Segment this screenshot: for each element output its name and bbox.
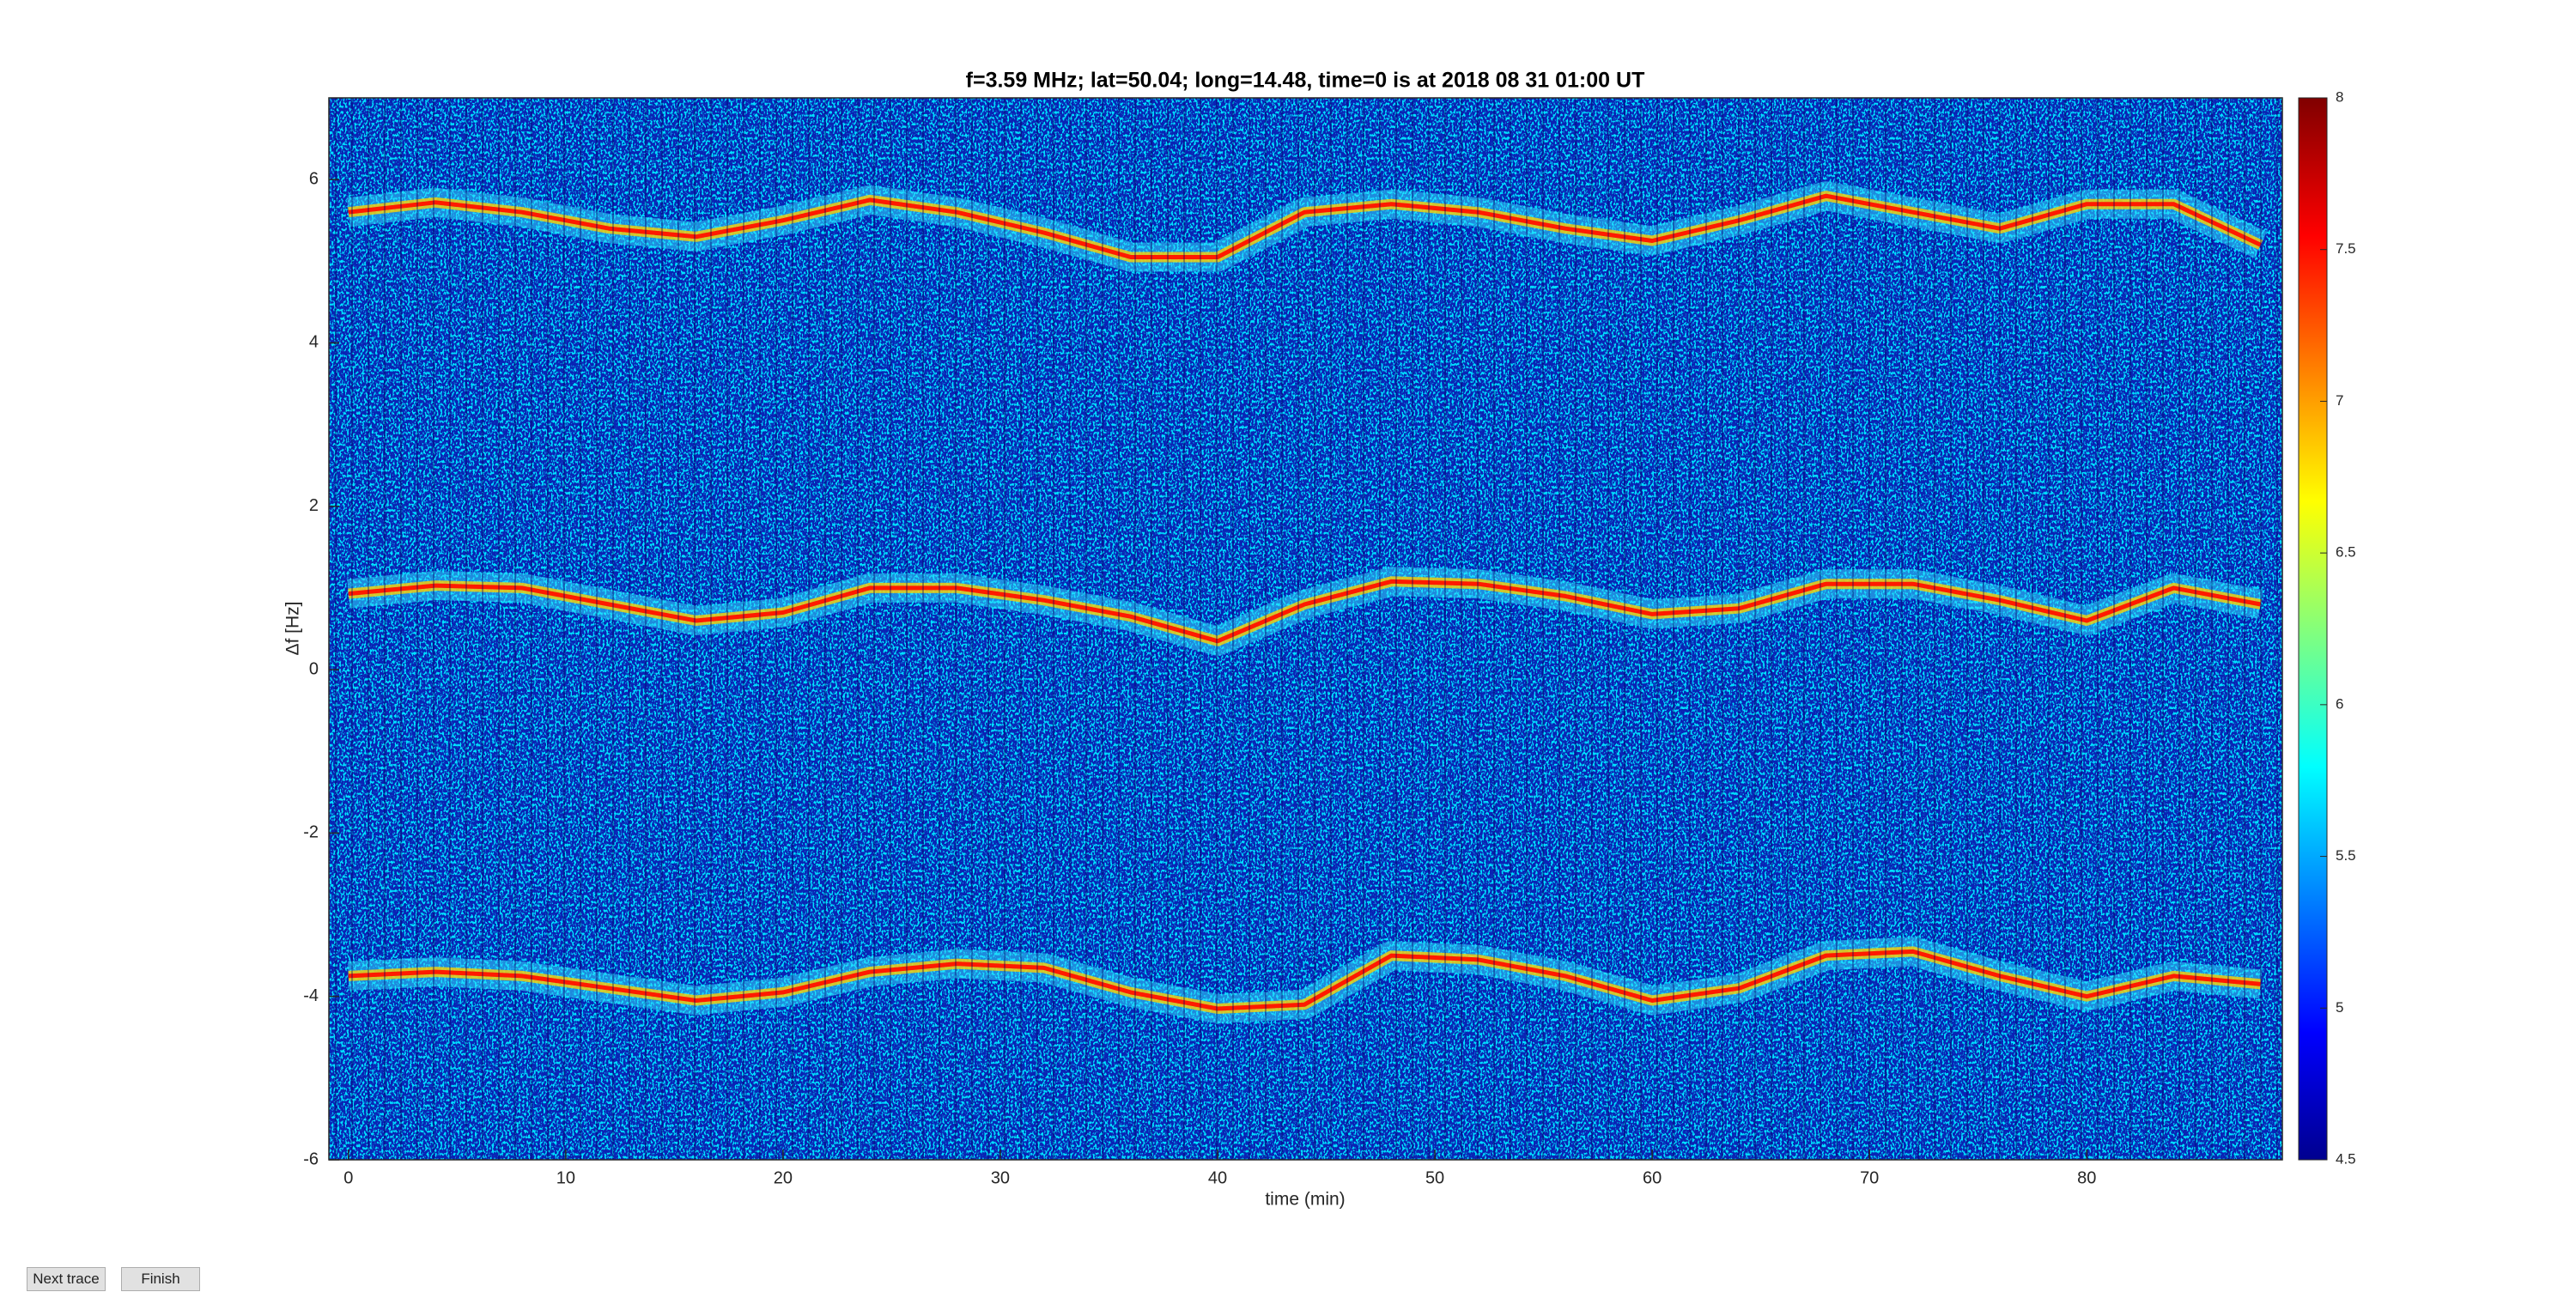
y-tick-label: -2 — [303, 823, 319, 842]
x-axis-label: time (min) — [1265, 1190, 1345, 1210]
y-tick-label: 0 — [309, 659, 319, 678]
y-tick-label: 6 — [309, 169, 319, 188]
finish-button[interactable]: Finish — [121, 1267, 200, 1291]
colorbar — [2298, 97, 2328, 1161]
next-trace-button[interactable]: Next trace — [27, 1267, 106, 1291]
y-tick-label: -6 — [303, 1149, 319, 1168]
chart-title: f=3.59 MHz; lat=50.04; long=14.48, time=… — [966, 69, 1645, 93]
x-tick-label: 10 — [556, 1168, 575, 1187]
colorbar-tick-label: 7.5 — [2336, 240, 2356, 257]
colorbar-tick-label: 5.5 — [2336, 847, 2356, 864]
y-axis-label: Δf [Hz] — [283, 601, 303, 655]
x-tick-label: 70 — [1860, 1168, 1879, 1187]
figure: f=3.59 MHz; lat=50.04; long=14.48, time=… — [283, 69, 2356, 1210]
x-tick-label: 20 — [774, 1168, 793, 1187]
trace-line — [348, 193, 2262, 259]
colorbar-tick-label: 6 — [2336, 695, 2343, 712]
x-tick-label: 50 — [1425, 1168, 1444, 1187]
trace-line — [348, 579, 2262, 644]
colorbar-tick-label: 4.5 — [2336, 1150, 2356, 1167]
y-tick-label: 2 — [309, 496, 319, 515]
x-tick-label: 0 — [343, 1168, 353, 1187]
y-tick-label: 4 — [309, 333, 319, 352]
x-tick-label: 30 — [991, 1168, 1010, 1187]
y-tick-label: -4 — [303, 986, 319, 1005]
axes-box — [328, 97, 2283, 1161]
x-tick-label: 40 — [1208, 1168, 1227, 1187]
colorbar-tick-label: 8 — [2336, 88, 2343, 105]
colorbar-tick-label: 7 — [2336, 392, 2343, 409]
trace-line — [348, 949, 2261, 1011]
x-tick-label: 80 — [2077, 1168, 2096, 1187]
colorbar-tick-label: 5 — [2336, 999, 2343, 1016]
colorbar-tick-label: 6.5 — [2336, 544, 2356, 561]
x-tick-label: 60 — [1643, 1168, 1662, 1187]
